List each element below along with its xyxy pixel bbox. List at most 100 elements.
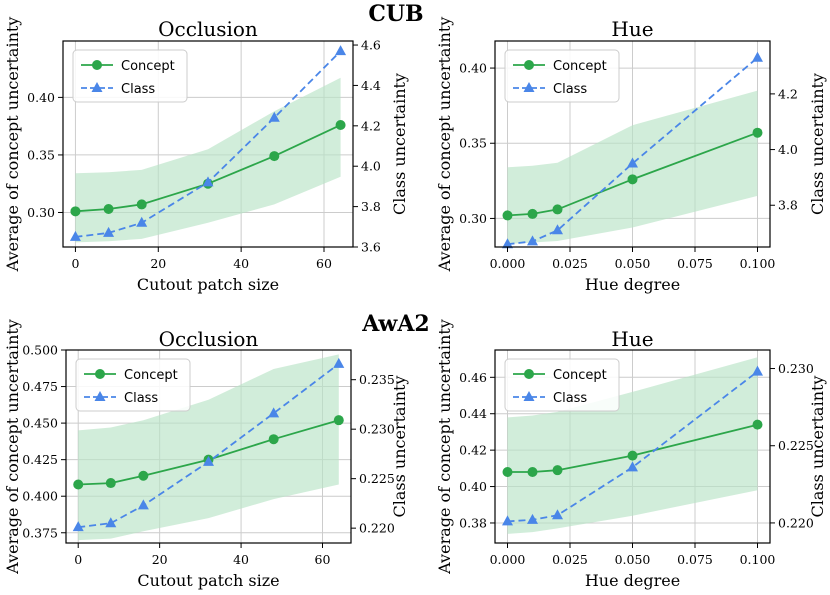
concept-line [78, 419, 340, 486]
class-point [268, 111, 280, 122]
x-axis-label: Cutout patch size [137, 571, 279, 590]
y2-tick-label: 3.8 [778, 198, 798, 213]
concept-point [138, 470, 149, 481]
y-tick-label: 0.42 [459, 443, 487, 458]
legend-class-label: Class [553, 82, 587, 97]
class-point [202, 176, 214, 187]
class-line [507, 57, 759, 246]
concept-line [75, 124, 341, 213]
chart-title: Occlusion [158, 17, 258, 41]
y2-tick-label: 0.225 [778, 438, 814, 453]
x-tick-label: 0.100 [740, 552, 776, 567]
x-tick-label: 40 [233, 552, 249, 567]
y-axis-label: Average of concept uncertainty [3, 17, 22, 273]
y2-tick-label: 0.235 [359, 372, 395, 387]
x-tick-label: 0.075 [677, 256, 713, 271]
class-point [268, 407, 280, 418]
class-point [502, 515, 513, 526]
concept-point [105, 478, 116, 489]
x-tick-label: 0 [71, 256, 79, 271]
class-point [552, 224, 563, 235]
class-point [136, 216, 148, 227]
chart-title: Occlusion [159, 327, 259, 351]
y2-axis-label: Class uncertainty [390, 376, 409, 518]
y-tick-label: 0.35 [27, 147, 55, 162]
legend-class-label: Class [124, 391, 158, 406]
y-tick-label: 0.450 [22, 416, 58, 431]
x-axis-label: Hue degree [585, 275, 680, 294]
legend-concept-label: Concept [553, 59, 607, 74]
class-point [752, 365, 763, 376]
class-point [335, 45, 347, 56]
legend-concept-label: Concept [124, 368, 178, 383]
y2-tick-label: 0.225 [359, 471, 395, 486]
y-tick-label: 0.40 [27, 90, 55, 105]
x-axis-label: Hue degree [585, 571, 680, 590]
concept-point [335, 120, 346, 131]
concept-point [752, 127, 763, 138]
concept-uncertainty-band [507, 357, 758, 534]
group-title-cub: CUB [368, 1, 423, 27]
group-title-awa2: AwA2 [361, 311, 430, 337]
class-line [78, 363, 340, 529]
x-tick-label: 0.100 [740, 256, 776, 271]
x-tick-label: 20 [152, 552, 168, 567]
x-axis-label: Cutout patch size [137, 275, 279, 294]
class-point [527, 235, 538, 246]
class-point [752, 51, 763, 62]
y-tick-label: 0.38 [459, 515, 487, 530]
concept-uncertainty-band [78, 354, 339, 541]
legend-class-label: Class [553, 391, 587, 406]
y-tick-label: 0.40 [459, 61, 487, 76]
class-point [502, 238, 513, 249]
x-tick-label: 0.075 [677, 552, 713, 567]
x-tick-label: 60 [315, 552, 331, 567]
y2-tick-label: 4.0 [778, 142, 798, 157]
concept-point [333, 415, 344, 426]
y2-tick-label: 0.230 [778, 361, 814, 376]
class-point [69, 230, 81, 241]
x-tick-label: 0.050 [615, 552, 651, 567]
class-point [203, 455, 214, 466]
plot-frame [62, 40, 354, 248]
y2-tick-label: 3.8 [361, 199, 381, 214]
concept-point [552, 465, 563, 476]
concept-point [502, 210, 513, 221]
concept-point [627, 174, 638, 185]
y-tick-label: 0.500 [22, 343, 58, 358]
y-tick-label: 0.30 [27, 205, 55, 220]
concept-point [73, 479, 84, 490]
class-point [137, 499, 149, 510]
legend-concept-marker [524, 369, 534, 379]
y-tick-label: 0.400 [22, 489, 58, 504]
y-tick-label: 0.375 [22, 525, 58, 540]
y-axis-label: Average of concept uncertainty [435, 319, 454, 575]
class-point [527, 513, 538, 524]
concept-point [527, 208, 538, 219]
chart-panel-4: 0.000 0.025 0.050 0.075 0.100 0.38 0.40 0.42 0.4… [435, 319, 827, 590]
legend-concept-label: Concept [553, 368, 607, 383]
y2-axis-label: Class uncertainty [390, 73, 409, 215]
y2-axis-label: Class uncertainty [808, 73, 827, 215]
concept-point [70, 206, 81, 217]
y-tick-label: 0.40 [459, 479, 487, 494]
y-axis-label: Average of concept uncertainty [3, 319, 22, 575]
concept-point [752, 419, 763, 430]
concept-point [552, 204, 563, 215]
x-tick-label: 60 [316, 256, 332, 271]
y-tick-label: 0.30 [459, 211, 487, 226]
y2-tick-label: 0.230 [359, 422, 395, 437]
y-tick-label: 0.46 [459, 370, 487, 385]
class-point [105, 517, 117, 528]
x-tick-label: 0.050 [615, 256, 651, 271]
chart-title: Hue [611, 17, 653, 41]
class-point [333, 357, 345, 368]
legend-class-marker [94, 391, 106, 401]
legend-concept-marker [95, 369, 105, 379]
y2-tick-label: 0.220 [778, 515, 814, 530]
concept-point [136, 199, 147, 210]
y2-tick-label: 4.4 [361, 78, 381, 93]
chart-panel-2: 0.000 0.025 0.050 0.075 0.100 0.30 0.35 0.40 3.8… [435, 17, 827, 294]
y2-tick-label: 4.0 [361, 159, 381, 174]
concept-point [268, 434, 279, 445]
